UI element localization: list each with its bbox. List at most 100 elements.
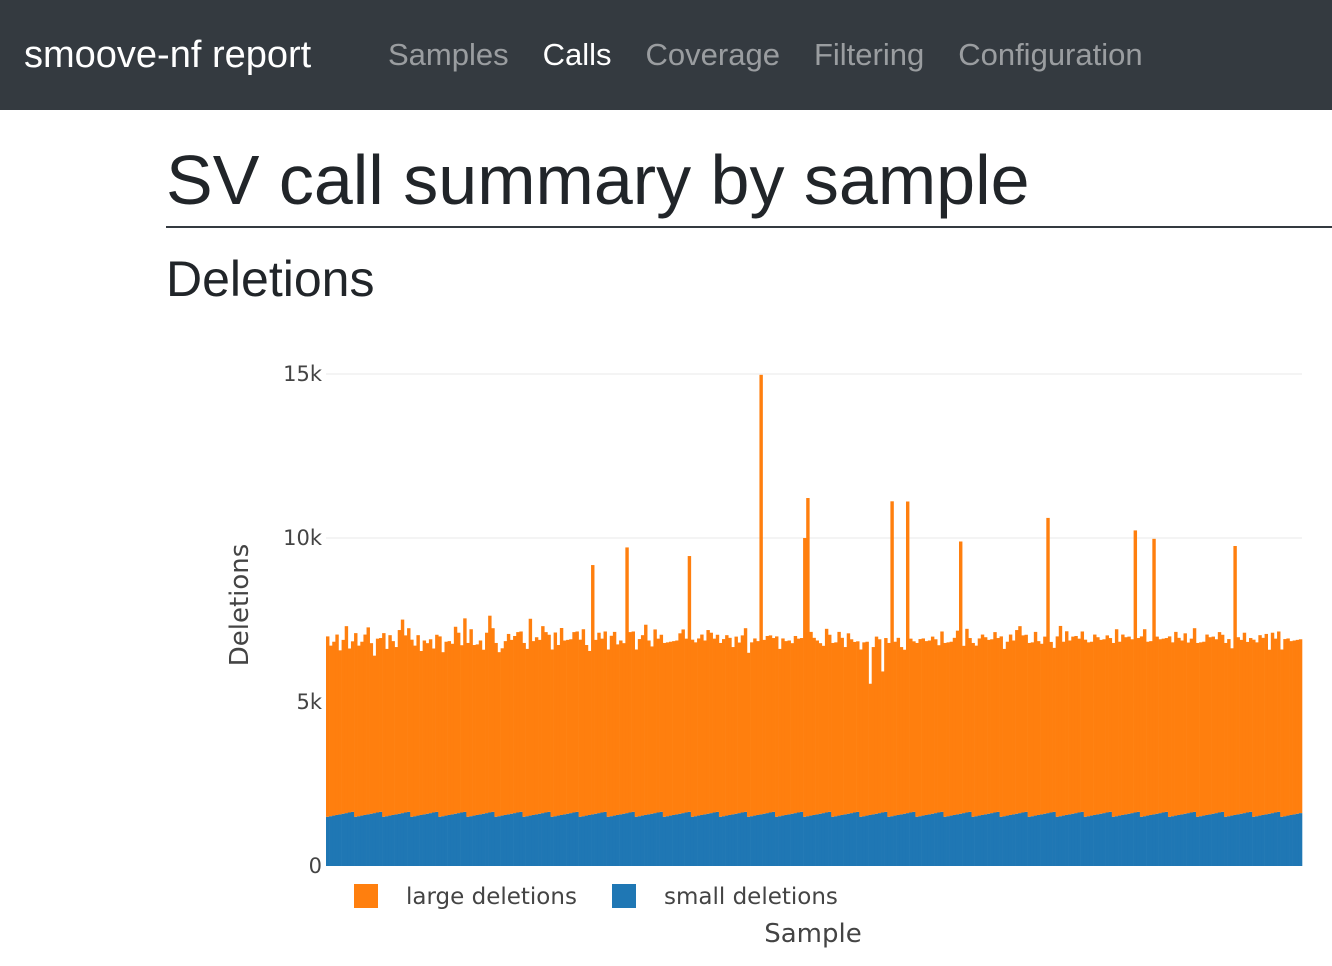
small-deletions-bar[interactable]	[594, 813, 598, 866]
large-deletions-bar[interactable]	[1040, 643, 1044, 815]
large-deletions-bar[interactable]	[562, 640, 567, 815]
large-deletions-bar[interactable]	[787, 640, 791, 815]
small-deletions-bar[interactable]	[622, 813, 626, 866]
small-deletions-bar[interactable]	[1021, 812, 1025, 867]
legend-swatch[interactable]	[612, 884, 636, 908]
small-deletions-bar[interactable]	[887, 816, 891, 866]
small-deletions-bar[interactable]	[562, 814, 567, 866]
small-deletions-bar[interactable]	[1155, 813, 1159, 866]
small-deletions-bar[interactable]	[1111, 816, 1116, 866]
large-deletions-bar[interactable]	[453, 626, 458, 814]
small-deletions-bar[interactable]	[831, 816, 835, 866]
small-deletions-bar[interactable]	[500, 815, 505, 866]
large-deletions-bar[interactable]	[1105, 635, 1109, 813]
large-deletions-bar[interactable]	[578, 639, 582, 817]
large-deletions-bar[interactable]	[394, 647, 399, 815]
small-deletions-bar[interactable]	[871, 814, 876, 866]
large-deletions-bar[interactable]	[899, 647, 904, 815]
large-deletions-bar[interactable]	[706, 630, 710, 814]
large-deletions-bar[interactable]	[959, 541, 963, 814]
large-deletions-bar[interactable]	[840, 637, 844, 815]
large-deletions-bar[interactable]	[1224, 642, 1228, 817]
small-deletions-bar[interactable]	[949, 815, 954, 866]
small-deletions-bar[interactable]	[1261, 814, 1265, 866]
large-deletions-bar[interactable]	[1167, 636, 1172, 817]
large-deletions-bar[interactable]	[1133, 530, 1138, 813]
small-deletions-bar[interactable]	[481, 813, 486, 866]
large-deletions-bar[interactable]	[587, 650, 592, 815]
large-deletions-bar[interactable]	[1192, 628, 1197, 812]
small-deletions-bar[interactable]	[665, 816, 670, 866]
large-deletions-bar[interactable]	[528, 618, 533, 816]
small-deletions-bar[interactable]	[578, 816, 582, 866]
small-deletions-bar[interactable]	[1177, 814, 1181, 866]
small-deletions-bar[interactable]	[1286, 815, 1290, 866]
large-deletions-bar[interactable]	[987, 639, 991, 814]
large-deletions-bar[interactable]	[1002, 648, 1007, 817]
large-deletions-bar[interactable]	[341, 639, 346, 814]
small-deletions-bar[interactable]	[382, 816, 386, 866]
large-deletions-bar[interactable]	[572, 632, 576, 813]
small-deletions-bar[interactable]	[650, 813, 654, 866]
large-deletions-bar[interactable]	[469, 629, 473, 817]
nav-link-configuration[interactable]: Configuration	[958, 37, 1143, 72]
small-deletions-bar[interactable]	[550, 816, 554, 866]
small-deletions-bar[interactable]	[918, 816, 922, 866]
large-deletions-bar[interactable]	[1298, 639, 1303, 814]
small-deletions-bar[interactable]	[912, 811, 916, 866]
small-deletions-bar[interactable]	[659, 811, 664, 866]
large-deletions-bar[interactable]	[1174, 631, 1178, 816]
large-deletions-bar[interactable]	[1068, 640, 1072, 815]
large-deletions-bar[interactable]	[1061, 641, 1066, 816]
large-deletions-bar[interactable]	[1208, 637, 1212, 815]
large-deletions-bar[interactable]	[506, 633, 511, 815]
large-deletions-bar[interactable]	[771, 638, 776, 812]
large-deletions-bar[interactable]	[952, 637, 957, 815]
nav-link-calls[interactable]: Calls	[542, 37, 612, 72]
large-deletions-bar[interactable]	[603, 631, 607, 812]
small-deletions-bar[interactable]	[834, 816, 838, 866]
small-deletions-bar[interactable]	[516, 812, 520, 867]
large-deletions-bar[interactable]	[615, 644, 620, 815]
large-deletions-bar[interactable]	[1214, 639, 1219, 814]
small-deletions-bar[interactable]	[1142, 816, 1147, 866]
small-deletions-bar[interactable]	[647, 814, 651, 866]
large-deletions-bar[interactable]	[983, 637, 988, 815]
large-deletions-bar[interactable]	[881, 671, 885, 813]
small-deletions-bar[interactable]	[1130, 813, 1134, 866]
large-deletions-bar[interactable]	[441, 652, 445, 817]
large-deletions-bar[interactable]	[541, 626, 545, 814]
large-deletions-bar[interactable]	[1227, 639, 1231, 817]
large-deletions-bar[interactable]	[1258, 635, 1262, 816]
large-deletions-bar[interactable]	[1111, 642, 1116, 817]
large-deletions-bar[interactable]	[1277, 631, 1281, 812]
large-deletions-bar[interactable]	[597, 632, 601, 814]
small-deletions-bar[interactable]	[422, 814, 427, 866]
small-deletions-bar[interactable]	[1280, 816, 1284, 866]
small-deletions-bar[interactable]	[1167, 816, 1172, 866]
small-deletions-bar[interactable]	[1027, 816, 1032, 866]
small-deletions-bar[interactable]	[1040, 814, 1044, 866]
large-deletions-bar[interactable]	[1121, 634, 1125, 815]
small-deletions-bar[interactable]	[335, 814, 339, 866]
small-deletions-bar[interactable]	[634, 816, 639, 866]
large-deletions-bar[interactable]	[750, 642, 754, 817]
large-deletions-bar[interactable]	[1093, 634, 1097, 815]
small-deletions-bar[interactable]	[700, 814, 704, 866]
small-deletions-bar[interactable]	[1077, 812, 1081, 867]
small-deletions-bar[interactable]	[796, 812, 801, 867]
small-deletions-bar[interactable]	[687, 811, 692, 866]
large-deletions-bar[interactable]	[681, 629, 685, 814]
large-deletions-bar[interactable]	[1195, 642, 1200, 817]
small-deletions-bar[interactable]	[1199, 816, 1203, 866]
large-deletions-bar[interactable]	[893, 641, 897, 816]
large-deletions-bar[interactable]	[1102, 639, 1106, 814]
large-deletions-bar[interactable]	[1186, 642, 1191, 814]
large-deletions-bar[interactable]	[534, 637, 539, 815]
large-deletions-bar[interactable]	[612, 631, 617, 816]
small-deletions-bar[interactable]	[366, 814, 370, 866]
large-deletions-bar[interactable]	[740, 635, 745, 813]
large-deletions-bar[interactable]	[650, 646, 654, 814]
small-deletions-bar[interactable]	[385, 816, 389, 866]
small-deletions-bar[interactable]	[432, 812, 436, 867]
